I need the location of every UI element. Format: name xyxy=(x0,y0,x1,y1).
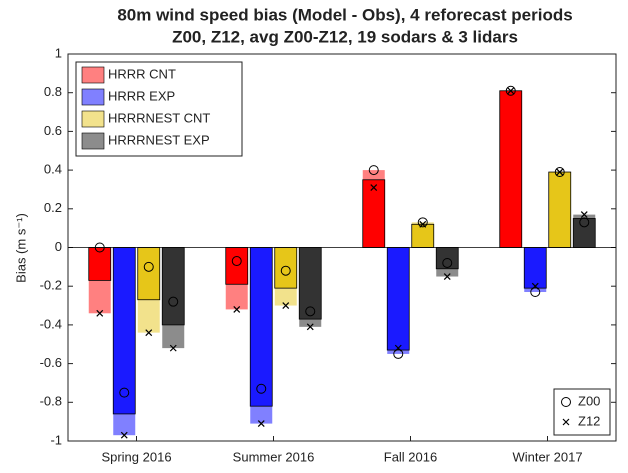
bar xyxy=(112,247,136,415)
plot-frame xyxy=(67,53,617,442)
z00-marker xyxy=(119,387,130,398)
y-tick-label: -0.6 xyxy=(40,355,62,370)
z12-marker xyxy=(169,344,177,352)
y-tick-label: -0.4 xyxy=(40,316,62,331)
x-tick-label: Winter 2017 xyxy=(512,449,582,464)
z12-marker xyxy=(282,302,290,309)
y-tick-label: 0.8 xyxy=(44,84,62,99)
y-tick-label: 0.4 xyxy=(44,162,62,177)
z00-marker xyxy=(231,256,242,267)
z00-marker xyxy=(393,348,404,359)
z12-marker xyxy=(370,184,378,191)
y-tick-label: 1 xyxy=(55,45,62,60)
legend-swatch xyxy=(81,110,105,128)
legend-swatch xyxy=(81,88,105,106)
z12-marker xyxy=(580,211,588,219)
z12-marker xyxy=(145,329,153,337)
z00-marker xyxy=(143,261,154,272)
z12-marker xyxy=(556,168,564,176)
chart-subtitle: Z00, Z12, avg Z00-Z12, 19 sodars & 3 lid… xyxy=(172,27,518,46)
legend-swatch xyxy=(81,66,105,84)
z12-marker xyxy=(233,305,241,313)
bar xyxy=(411,223,435,248)
z00-marker xyxy=(168,296,179,307)
legend-label: HRRRNEST CNT xyxy=(108,110,210,125)
z12-marker xyxy=(306,323,314,331)
legend-z00-marker xyxy=(561,397,571,407)
z12-marker xyxy=(120,431,128,439)
legend-swatch xyxy=(81,132,105,150)
z12-marker xyxy=(507,87,515,95)
y-tick-label: 0.6 xyxy=(44,123,62,138)
bar xyxy=(362,179,386,248)
bar xyxy=(548,171,572,248)
z00-marker xyxy=(280,265,291,276)
x-tick-label: Summer 2016 xyxy=(233,449,315,464)
z12-marker xyxy=(443,273,451,280)
legend-label: Z00 xyxy=(578,393,600,408)
marker-legend-box xyxy=(553,388,611,436)
z00-marker xyxy=(579,217,590,228)
bar xyxy=(274,247,298,289)
z12-marker xyxy=(419,220,427,228)
z00-marker xyxy=(530,287,541,298)
z12-marker xyxy=(531,282,539,290)
chart-title: 80m wind speed bias (Model - Obs), 4 ref… xyxy=(117,5,572,24)
legend-label: HRRRNEST EXP xyxy=(108,132,210,147)
z00-marker xyxy=(442,257,453,268)
y-axis-label: Bias (m s⁻¹) xyxy=(13,213,28,283)
z12-marker xyxy=(96,309,104,317)
bar xyxy=(161,247,185,326)
z00-marker xyxy=(256,383,267,394)
bar xyxy=(523,247,547,289)
legend-label: HRRR CNT xyxy=(108,66,176,81)
legend-z12-marker xyxy=(562,418,570,426)
x-tick-label: Spring 2016 xyxy=(101,449,171,464)
z12-marker xyxy=(394,344,402,352)
bar xyxy=(386,247,410,351)
legend-label: Z12 xyxy=(578,413,600,428)
y-tick-label: -0.8 xyxy=(40,394,62,409)
y-tick-label: 0.2 xyxy=(44,200,62,215)
legend-label: HRRR EXP xyxy=(108,88,175,103)
bar xyxy=(137,247,161,301)
z00-marker xyxy=(305,306,316,317)
y-tick-label: -0.2 xyxy=(40,278,62,293)
bar xyxy=(298,247,322,320)
bar xyxy=(499,90,523,248)
y-tick-label: 0 xyxy=(55,239,62,254)
z00-marker xyxy=(368,165,379,176)
y-tick-label: -1 xyxy=(50,432,62,447)
z00-marker xyxy=(417,217,428,228)
x-tick-label: Fall 2016 xyxy=(384,449,437,464)
z00-marker xyxy=(554,167,565,178)
z12-marker xyxy=(257,420,265,428)
bar xyxy=(249,247,273,407)
bar xyxy=(572,218,596,248)
z00-marker xyxy=(505,85,516,96)
